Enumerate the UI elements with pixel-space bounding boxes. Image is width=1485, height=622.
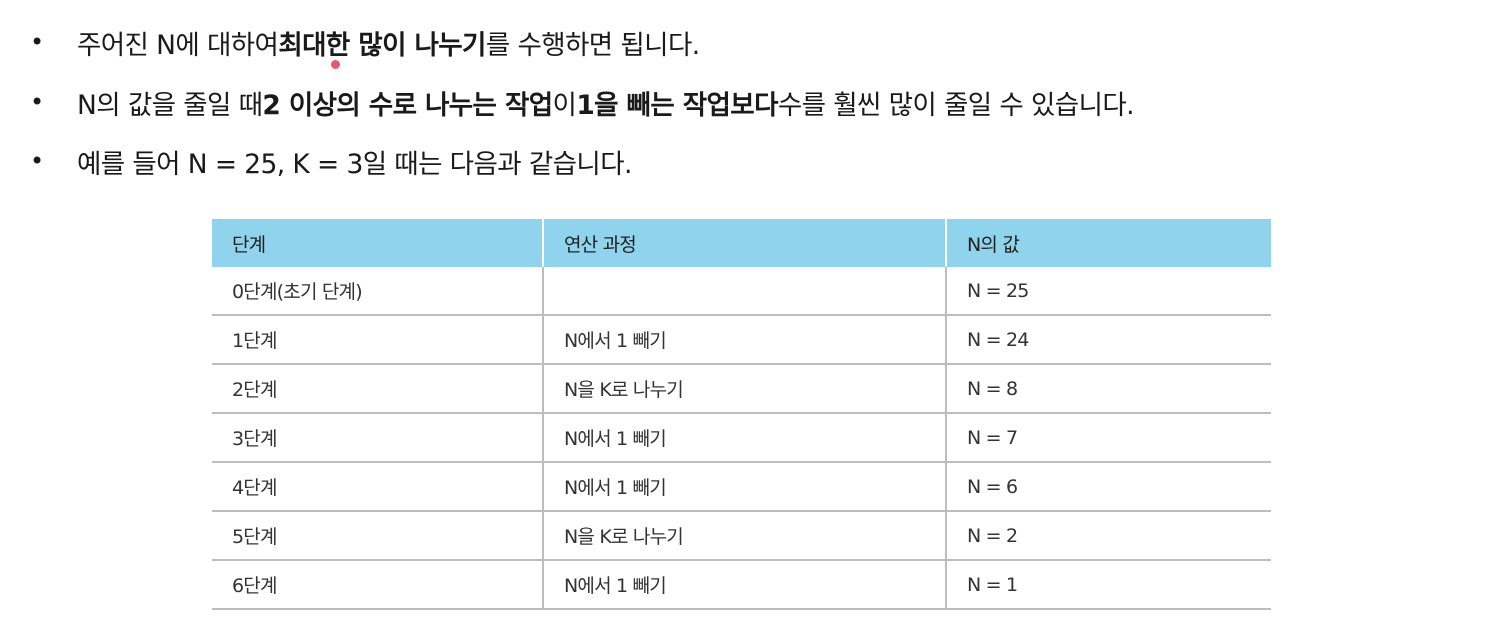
bullet-item: • 주어진 N에 대하여 최대한 많이 나누기 를 수행하면 됩니다. bbox=[30, 22, 700, 62]
cell-operation: N을 K로 나누기 bbox=[543, 364, 947, 414]
cell-operation: N에서 1 빼기 bbox=[543, 560, 947, 610]
header-step: 단계 bbox=[212, 219, 544, 267]
bullet-dot: • bbox=[30, 88, 44, 116]
cell-operation: N에서 1 빼기 bbox=[543, 462, 947, 512]
bullet-dot: • bbox=[30, 147, 44, 175]
bullet-text: 주어진 N에 대하여 bbox=[77, 29, 279, 61]
table-row: 0단계(초기 단계) N = 25 bbox=[212, 267, 1271, 316]
table-row: 3단계 N에서 1 빼기 N = 7 bbox=[212, 413, 1271, 463]
table-row: 5단계 N을 K로 나누기 N = 2 bbox=[212, 511, 1271, 561]
table-row: 2단계 N을 K로 나누기 N = 8 bbox=[212, 364, 1271, 414]
bullet-text: 이 bbox=[552, 89, 577, 121]
table-row: 4단계 N에서 1 빼기 N = 6 bbox=[212, 462, 1271, 512]
bullet-emphasis: 1을 빼는 작업보다 bbox=[576, 89, 778, 121]
bullet-item: • N의 값을 줄일 때 2 이상의 수로 나누는 작업 이 1을 빼는 작업보다… bbox=[30, 82, 1135, 122]
cell-n-value: N = 7 bbox=[946, 413, 1271, 463]
bullet-text: 예를 들어 N = 25, K = 3일 때는 다음과 같습니다. bbox=[77, 148, 632, 180]
steps-table: 단계 연산 과정 N의 값 0단계(초기 단계) N = 25 1단계 N에서 … bbox=[212, 219, 1271, 610]
bullet-text: N의 값을 줄일 때 bbox=[77, 89, 263, 121]
cell-operation: N에서 1 빼기 bbox=[543, 413, 947, 463]
cell-step: 2단계 bbox=[212, 364, 544, 414]
table-row: 6단계 N에서 1 빼기 N = 1 bbox=[212, 560, 1271, 610]
cell-step: 6단계 bbox=[212, 560, 544, 610]
cell-n-value: N = 24 bbox=[946, 315, 1271, 365]
cell-step: 1단계 bbox=[212, 315, 544, 365]
bullet-text: 를 수행하면 됩니다. bbox=[485, 29, 700, 61]
table-row: 1단계 N에서 1 빼기 N = 24 bbox=[212, 315, 1271, 365]
cell-n-value: N = 8 bbox=[946, 364, 1271, 414]
cell-operation: N을 K로 나누기 bbox=[543, 511, 947, 561]
cell-operation: N에서 1 빼기 bbox=[543, 315, 947, 365]
bullet-emphasis: 최대한 많이 나누기 bbox=[278, 29, 486, 61]
cell-n-value: N = 2 bbox=[946, 511, 1271, 561]
bullet-emphasis: 2 이상의 수로 나누는 작업 bbox=[262, 89, 553, 121]
cell-n-value: N = 25 bbox=[946, 267, 1271, 316]
pointer-indicator bbox=[331, 60, 340, 69]
header-n-value: N의 값 bbox=[946, 219, 1271, 267]
cell-n-value: N = 6 bbox=[946, 462, 1271, 512]
bullet-item: • 예를 들어 N = 25, K = 3일 때는 다음과 같습니다. bbox=[30, 141, 632, 181]
cell-step: 3단계 bbox=[212, 413, 544, 463]
header-operation: 연산 과정 bbox=[543, 219, 947, 267]
bullet-dot: • bbox=[30, 28, 44, 56]
table-header-row: 단계 연산 과정 N의 값 bbox=[212, 219, 1271, 267]
cell-n-value: N = 1 bbox=[946, 560, 1271, 610]
bullet-text: 수를 훨씬 많이 줄일 수 있습니다. bbox=[777, 89, 1135, 121]
cell-step: 4단계 bbox=[212, 462, 544, 512]
cell-step: 5단계 bbox=[212, 511, 544, 561]
cell-operation bbox=[543, 267, 947, 316]
cell-step: 0단계(초기 단계) bbox=[212, 267, 544, 316]
